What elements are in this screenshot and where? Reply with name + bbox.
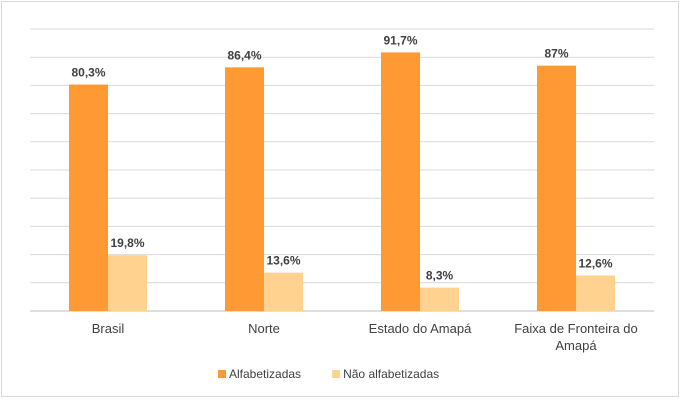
bar-alfabetizadas xyxy=(381,52,420,311)
bar-nao-alfabetizadas xyxy=(576,275,615,311)
data-label-alfabetizadas: 91,7% xyxy=(383,33,417,47)
data-label-alfabetizadas: 80,3% xyxy=(71,66,105,80)
category-label: Brasil xyxy=(92,321,125,336)
legend-label-alfabetizadas: Alfabetizadas xyxy=(229,367,301,381)
data-label-alfabetizadas: 86,4% xyxy=(227,48,261,62)
bar-nao-alfabetizadas xyxy=(420,287,459,311)
legend-swatch-nao-alfabetizadas xyxy=(332,370,341,378)
bar-nao-alfabetizadas xyxy=(264,272,303,311)
data-label-alfabetizadas: 87% xyxy=(544,47,568,61)
bar-nao-alfabetizadas xyxy=(108,255,147,311)
category-label: Norte xyxy=(248,321,280,336)
bar-alfabetizadas xyxy=(537,65,576,311)
category-label: Estado do Amapá xyxy=(369,321,472,336)
data-label-nao-alfabetizadas: 8,3% xyxy=(426,269,454,283)
legend-label-nao-alfabetizadas: Não alfabetizadas xyxy=(343,367,439,381)
category-label: Faixa de Fronteira do Amapá xyxy=(514,321,638,353)
data-label-nao-alfabetizadas: 12,6% xyxy=(578,256,612,270)
data-label-nao-alfabetizadas: 13,6% xyxy=(266,254,300,268)
data-label-nao-alfabetizadas: 19,8% xyxy=(110,236,144,250)
legend-swatch-alfabetizadas xyxy=(218,370,226,378)
bar-alfabetizadas xyxy=(69,84,108,311)
bar-alfabetizadas xyxy=(225,67,264,312)
